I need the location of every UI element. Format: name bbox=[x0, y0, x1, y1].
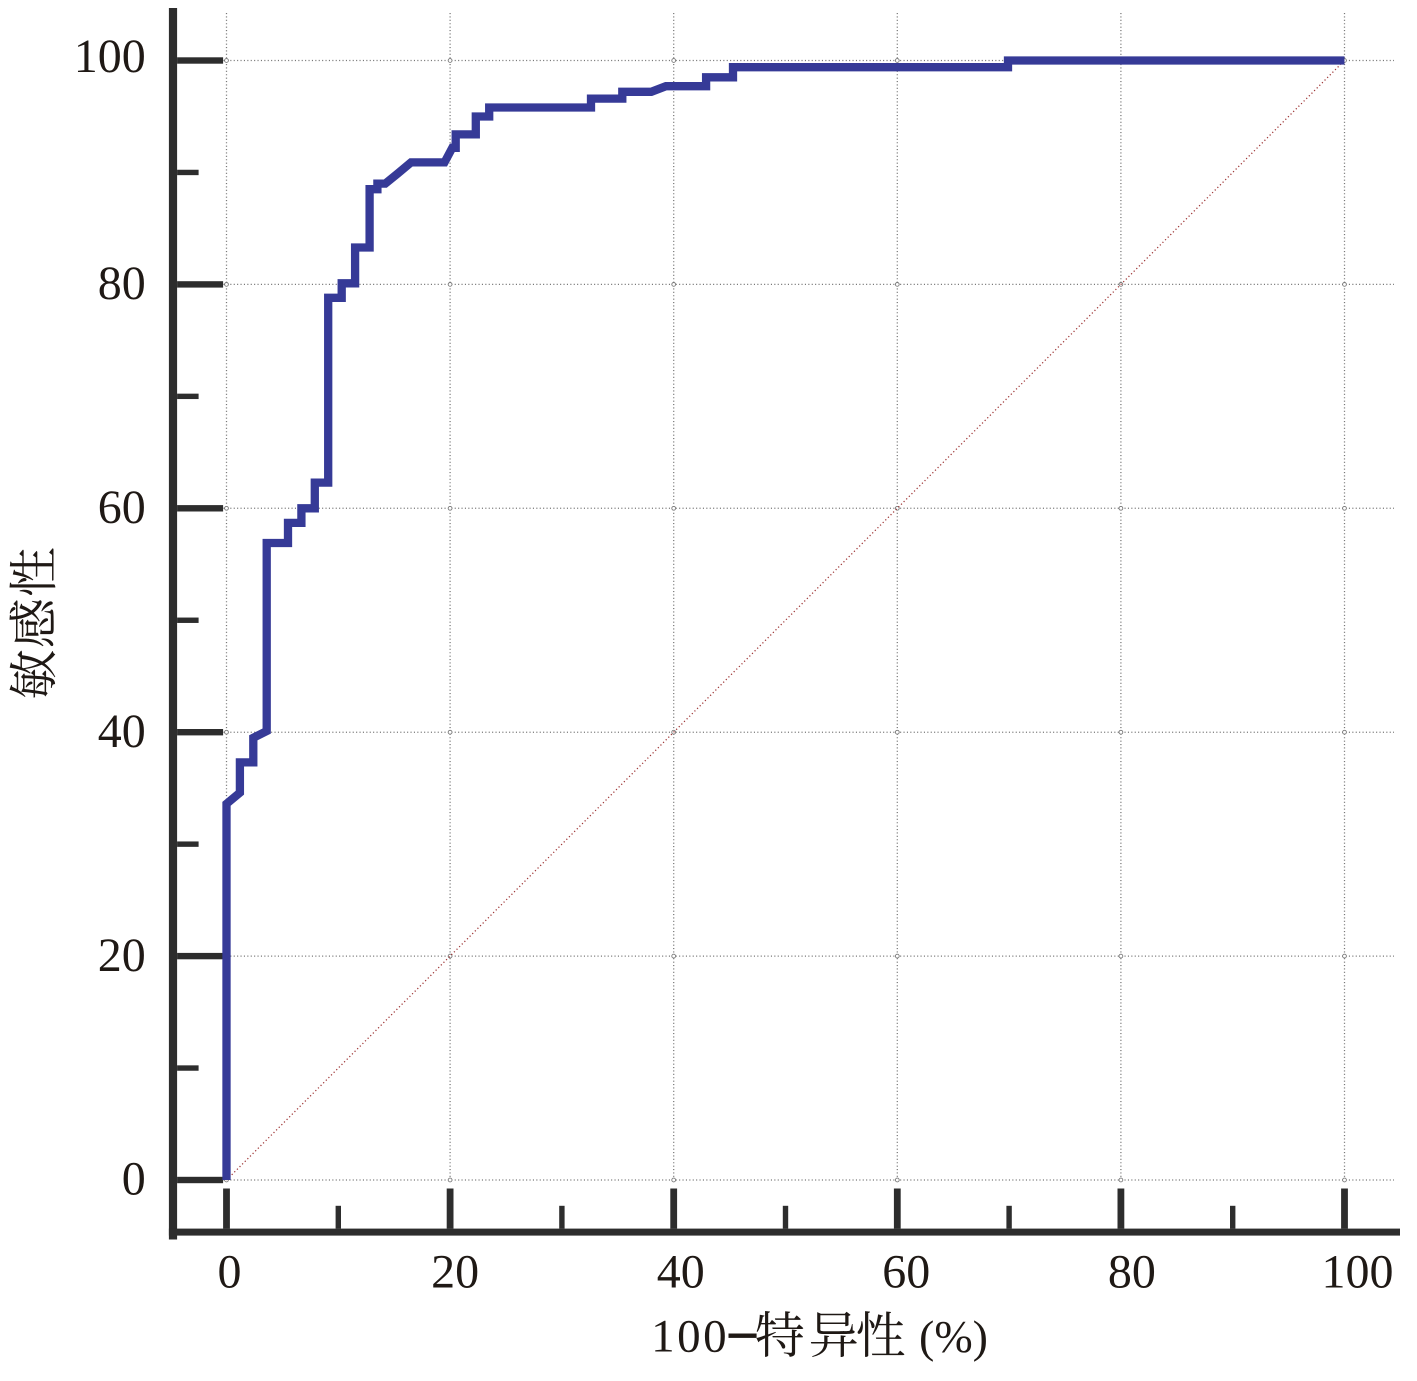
svg-text:80: 80 bbox=[98, 257, 146, 310]
svg-text:40: 40 bbox=[657, 1246, 705, 1299]
svg-text:80: 80 bbox=[1108, 1246, 1156, 1299]
svg-text:60: 60 bbox=[98, 481, 146, 534]
svg-text:(%): (%) bbox=[919, 1311, 988, 1362]
svg-text:100: 100 bbox=[651, 1311, 729, 1363]
svg-text:100: 100 bbox=[74, 30, 146, 83]
svg-text:20: 20 bbox=[98, 929, 146, 982]
svg-text:100: 100 bbox=[1322, 1246, 1394, 1299]
svg-text:20: 20 bbox=[431, 1246, 479, 1299]
svg-text:0: 0 bbox=[122, 1153, 146, 1206]
svg-text:0: 0 bbox=[218, 1246, 242, 1299]
svg-text:60: 60 bbox=[882, 1246, 930, 1299]
svg-text:40: 40 bbox=[98, 705, 146, 758]
